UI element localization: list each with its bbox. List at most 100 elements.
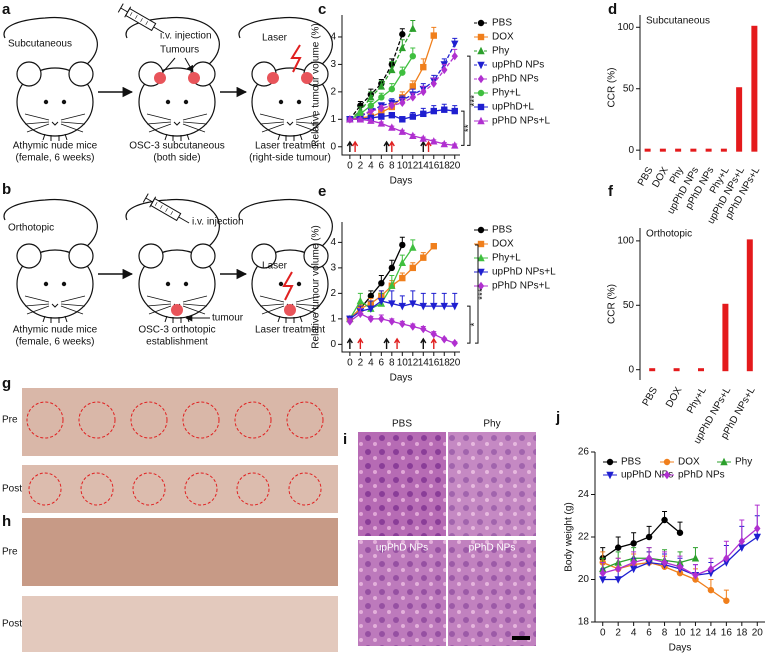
point [409,24,417,32]
scale-bar [512,636,530,640]
point [419,302,427,311]
axis-line [341,222,460,353]
photo [22,596,338,652]
x-tick-label: 10 [674,628,686,639]
legend-label: PBS [492,225,512,236]
treatment-arrow [388,140,395,152]
x-tick-label: 20 [449,358,461,369]
y-tick-label: 0 [628,364,634,375]
legend-label: upPhD NPs [621,470,673,481]
tumour-circle [28,472,62,506]
point [388,281,396,289]
point [645,533,653,541]
point [430,107,437,115]
panel-label: j [555,409,560,426]
legend-label: Phy [735,457,752,468]
point [388,317,396,326]
significance: *** [478,288,489,300]
point [451,107,458,115]
bar [673,368,680,372]
x-tick-label: 2 [358,358,364,369]
y-axis-label: CCR (%) [607,68,618,108]
point [477,268,485,277]
x-tick-label: 16 [428,161,440,172]
significance-bracket [461,110,465,146]
y-axis-label: Relative tumour volume (%) [311,23,322,146]
point [367,314,375,324]
point [614,544,622,551]
panel-label: e [318,183,326,200]
point [367,116,375,124]
significance-bracket [467,305,471,344]
bar [720,148,727,152]
point [409,83,416,90]
point [661,558,668,567]
bar [659,148,666,152]
x-tick-label: DOX [664,385,685,410]
y-axis-label: Body weight (g) [564,502,575,571]
bar [722,303,729,372]
point [614,576,622,584]
series-line [602,519,681,559]
point [477,226,485,234]
point [723,597,730,604]
y-tick-label: 3 [330,59,336,70]
treatment-arrow [430,337,437,349]
x-tick-label: 4 [631,628,637,639]
y-tick-label: 3 [330,263,336,274]
point [477,116,485,125]
point [661,516,668,524]
annotation: Laser [262,33,288,44]
point [420,324,427,334]
point [367,102,375,109]
panel-h: h Pre Post [2,513,338,652]
series-line [349,43,456,120]
point [430,329,437,339]
point [606,471,614,480]
caption: establishment [146,337,208,348]
tumour-circle [182,401,220,439]
tumour-circle [184,472,218,506]
point [430,32,437,39]
point [606,458,614,466]
treatment-arrow [352,140,359,152]
bar [746,239,753,372]
row-label: Pre [2,547,18,558]
point [430,137,438,145]
point [346,317,354,326]
captions: Athymic nude mice (female, 6 weeks) OSC-… [13,141,331,164]
panel-label: f [608,183,614,200]
point [409,300,417,308]
panel-g: g Pre Post [2,375,338,628]
point [477,253,485,262]
point [692,576,699,583]
y-axis-label: Relative tumour volume (%) [311,225,322,348]
panel-label: d [608,1,617,18]
point [420,110,427,118]
legend-label: DOX [678,457,700,468]
point [477,33,485,41]
image-label: Phy [483,419,500,430]
tumour-circle [78,401,116,439]
legend-label: upPhD NPs+L [492,267,556,278]
x-tick-label: 18 [736,628,748,639]
point [753,533,761,542]
legend-label: Phy [492,46,509,57]
point [630,558,637,567]
syringe [142,192,193,229]
point [399,116,406,123]
annotation: tumour [212,313,244,324]
x-tick-label: 2 [615,628,621,639]
panel-i: i PBS Phy upPhD NPs pPhD NPs [343,419,536,646]
tumour [267,72,279,84]
point [399,69,406,76]
series-line [349,313,455,344]
y-tick-label: 100 [617,22,634,33]
x-tick-label: 6 [379,161,385,172]
point [356,296,365,305]
annotation: i.v. injection [192,217,244,228]
y-tick-label: 0 [330,339,336,350]
point [398,258,407,266]
treatment-arrow [346,140,353,152]
point [754,524,761,533]
